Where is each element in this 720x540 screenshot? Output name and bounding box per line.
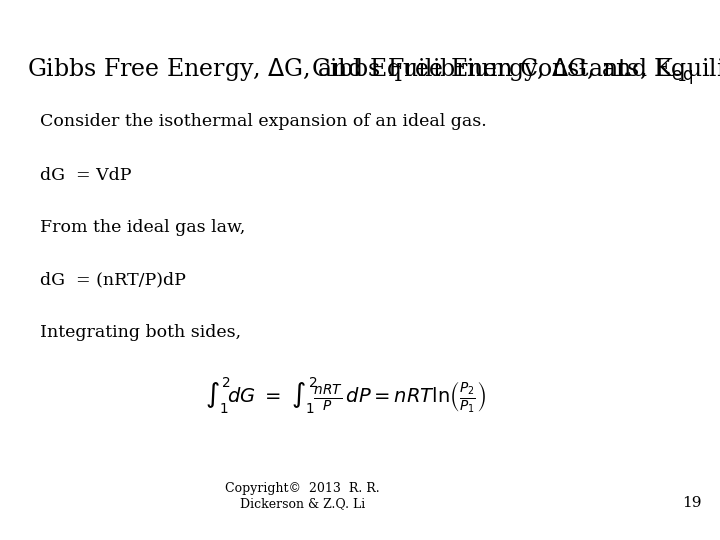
Text: Consider the isothermal expansion of an ideal gas.: Consider the isothermal expansion of an … [40,113,486,130]
Text: Gibbs Free Energy, $\Delta$G, and Equilibrium Constants, K$_{\rm eq}$: Gibbs Free Energy, $\Delta$G, and Equili… [311,57,720,87]
Text: Integrating both sides,: Integrating both sides, [40,324,240,341]
Text: Copyright©  2013  R. R.
Dickerson & Z.Q. Li: Copyright© 2013 R. R. Dickerson & Z.Q. L… [225,482,379,510]
Text: dG  = VdP: dG = VdP [40,167,131,184]
Text: $\int_{1}^{2}\!dG\ =\ \int_{1}^{2}\!\frac{nRT}{P}\,dP= nRT\ln\!\left(\frac{P_2}{: $\int_{1}^{2}\!dG\ =\ \int_{1}^{2}\!\fra… [205,375,486,415]
Text: 19: 19 [683,496,702,510]
Text: Gibbs Free Energy, $\Delta$G, and Equilibrium Constants, K$_{\rm eq}$: Gibbs Free Energy, $\Delta$G, and Equili… [27,57,693,87]
Text: dG  = (nRT/P)dP: dG = (nRT/P)dP [40,272,186,288]
Text: From the ideal gas law,: From the ideal gas law, [40,219,245,235]
